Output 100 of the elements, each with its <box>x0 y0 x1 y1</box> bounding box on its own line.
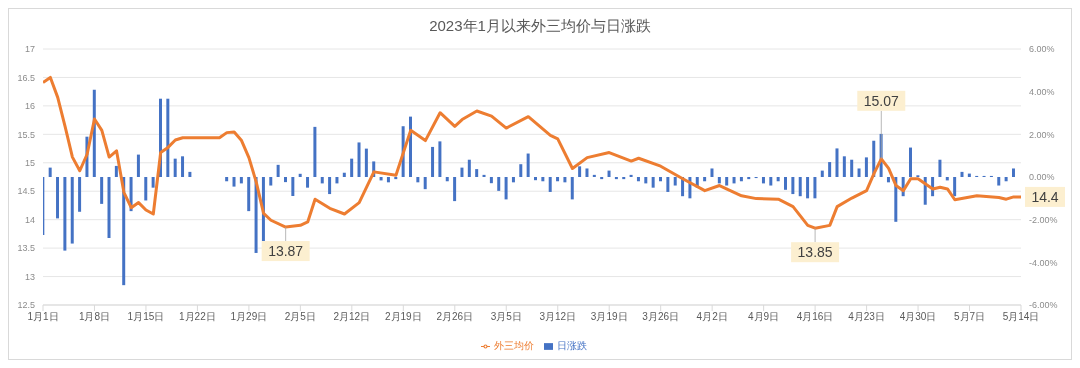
y-tick-label: 17 <box>24 44 35 55</box>
bar <box>850 159 854 177</box>
bar <box>828 162 832 177</box>
legend-label: 外三均价 <box>494 340 534 351</box>
bar <box>585 168 589 177</box>
bar <box>578 166 582 177</box>
y-tick-label: 16.5 <box>17 72 35 83</box>
bar <box>563 177 567 183</box>
bar <box>570 177 574 200</box>
bar <box>291 177 295 196</box>
annotation: 13.87 <box>268 243 304 260</box>
x-tick-label: 1月8日 <box>78 311 111 323</box>
bar <box>320 177 324 184</box>
bar <box>798 177 802 197</box>
bar <box>276 164 280 177</box>
bar <box>1011 168 1015 177</box>
y-tick-label: 13.5 <box>17 243 35 254</box>
y2-tick-label: 2.00% <box>1029 129 1055 140</box>
x-tick-label: 3月26日 <box>642 311 680 323</box>
x-tick-label: 1月29日 <box>230 311 268 323</box>
bar <box>519 164 523 177</box>
bar <box>651 177 655 188</box>
x-tick-label: 1月22日 <box>179 311 216 323</box>
bar <box>791 177 795 195</box>
bar <box>909 147 913 177</box>
x-tick-label: 3月12日 <box>539 311 577 323</box>
bar <box>659 177 663 182</box>
x-tick-label: 3月5日 <box>490 311 522 323</box>
bar <box>732 177 736 184</box>
bar <box>504 177 508 200</box>
bar <box>475 169 479 177</box>
bar <box>438 141 442 177</box>
bar <box>857 168 861 177</box>
bar <box>673 177 677 186</box>
bar <box>725 177 729 186</box>
bar <box>445 177 449 182</box>
bar <box>710 168 714 177</box>
bar <box>151 177 155 188</box>
chart-title: 2023年1月以来外三均价与日涨跌 <box>428 16 652 36</box>
y2-tick-label: 0.00% <box>1029 172 1055 183</box>
bar <box>166 98 170 177</box>
bar <box>232 177 236 187</box>
y-tick-label: 12.5 <box>17 300 35 311</box>
bar <box>835 148 839 177</box>
bar <box>482 174 486 177</box>
bar <box>864 157 868 177</box>
bar <box>394 177 398 180</box>
bar <box>1004 177 1008 182</box>
annotation: 13.85 <box>797 244 833 261</box>
bar <box>386 177 390 183</box>
bar <box>467 159 471 177</box>
bar <box>820 170 824 177</box>
bar <box>100 177 104 204</box>
bar <box>313 126 317 177</box>
x-tick-label: 4月2日 <box>696 311 728 323</box>
x-tick-label: 5月14日 <box>1002 311 1040 323</box>
bar <box>776 177 780 182</box>
bar <box>997 177 1001 186</box>
y-tick-label: 15 <box>24 157 35 168</box>
bar <box>592 174 596 177</box>
bar <box>453 177 457 202</box>
bar <box>379 177 383 181</box>
bar <box>747 177 751 180</box>
bar <box>960 171 964 177</box>
bar <box>78 177 82 212</box>
bar <box>70 177 74 244</box>
bar <box>769 177 773 186</box>
bar <box>622 177 626 180</box>
x-tick-label: 4月23日 <box>848 311 885 323</box>
bar <box>761 177 765 184</box>
bar <box>945 177 949 181</box>
bar <box>423 177 427 190</box>
bar <box>614 177 618 180</box>
bar <box>784 177 788 190</box>
bar <box>629 174 633 177</box>
bar <box>364 148 368 177</box>
bar <box>328 177 332 195</box>
bar <box>136 154 140 177</box>
bar <box>886 177 890 183</box>
y-tick-label: 13 <box>24 271 35 282</box>
bar <box>703 177 707 182</box>
bar <box>107 177 111 239</box>
bar <box>644 177 648 184</box>
y2-tick-label: 6.00% <box>1029 44 1055 55</box>
bar <box>967 173 971 177</box>
bar <box>173 158 177 177</box>
bar <box>63 177 67 251</box>
bar <box>357 142 361 177</box>
bar <box>431 146 435 177</box>
bar <box>600 177 604 180</box>
x-tick-label: 4月16日 <box>796 311 834 323</box>
bar <box>938 159 942 177</box>
y-tick-label: 14.5 <box>17 186 35 197</box>
bar <box>489 177 493 184</box>
y2-tick-label: -2.00% <box>1029 214 1058 225</box>
bar <box>225 177 229 182</box>
x-tick-label: 3月19日 <box>590 311 628 323</box>
bar <box>181 156 185 177</box>
x-tick-label: 5月7日 <box>953 311 986 323</box>
bar <box>813 177 817 199</box>
